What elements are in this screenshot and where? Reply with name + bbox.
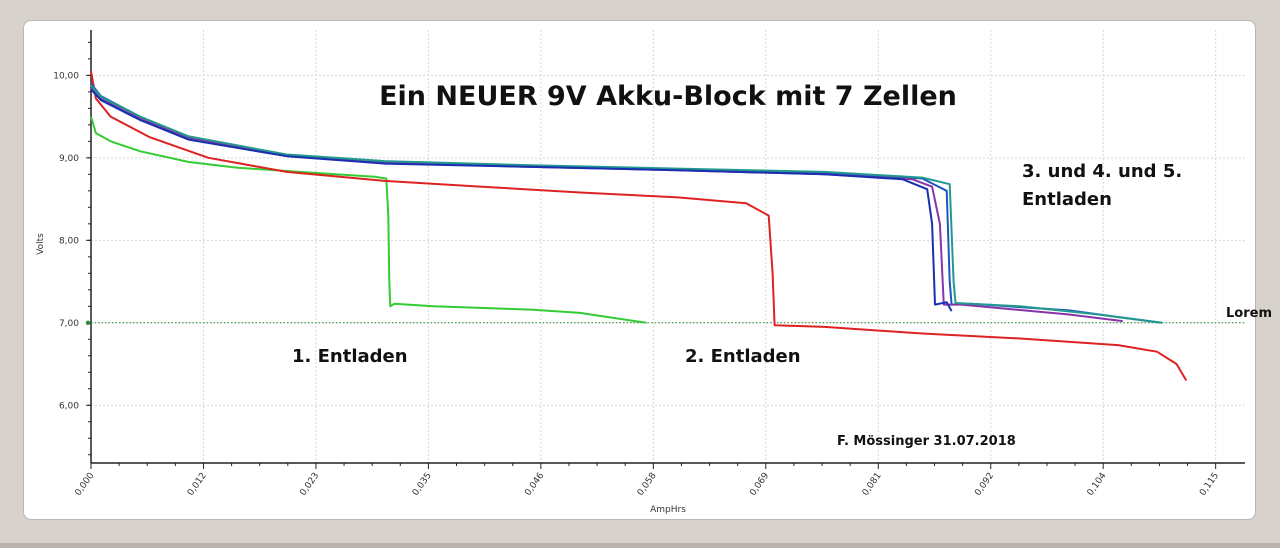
x-tick-label: 0,104 — [1086, 471, 1109, 498]
series-line-1 — [90, 116, 647, 324]
x-tick-label: 0,046 — [523, 471, 546, 498]
x-tick-label: 0,035 — [411, 471, 434, 498]
chart-frame — [23, 20, 1256, 520]
reference-line-group: Lorem — [85, 306, 1272, 325]
series-line-2 — [90, 71, 1188, 382]
x-tick-label: 0,023 — [298, 471, 321, 498]
y-axis-title: Volts — [36, 233, 46, 255]
annotation-discharge-3-5-line2: Entladen — [1022, 189, 1112, 210]
y-tick-label: 8,00 — [59, 236, 79, 246]
series-line-3 — [90, 82, 1163, 324]
annotation-discharge-3-5-line1: 3. und 4. und 5. — [1022, 161, 1182, 182]
reference-line-marker — [85, 320, 91, 325]
annotation-discharge-1: 1. Entladen — [292, 346, 408, 367]
y-tick-label: 9,00 — [59, 154, 79, 164]
window-bottom-strip — [0, 543, 1280, 548]
x-tick-label: 0,081 — [861, 471, 884, 498]
grid-lines — [91, 30, 1245, 463]
y-tick-label: 10,00 — [53, 71, 79, 81]
chart-title: Ein NEUER 9V Akku-Block mit 7 Zellen — [379, 81, 957, 112]
series-line-5 — [90, 84, 1163, 324]
x-tick-label: 0,012 — [186, 471, 209, 498]
y-tick-label: 6,00 — [59, 401, 79, 411]
x-tick-label: 0,115 — [1198, 471, 1221, 498]
axes — [90, 30, 1245, 464]
x-tick-label: 0,058 — [636, 471, 659, 498]
y-tick-label: 7,00 — [59, 319, 79, 329]
series-line-4 — [90, 87, 1123, 323]
x-axis-ticks: 0,000 0,012 0,023 0,035 0,046 0,058 0,069 0,081… — [73, 463, 1221, 498]
reference-line-label: Lorem — [1226, 306, 1272, 321]
series-line-6 — [90, 88, 953, 312]
x-axis-title: AmpHrs — [650, 505, 686, 515]
y-axis-ticks: 6,00 7,00 8,00 9,00 10,00 — [53, 41, 91, 456]
x-tick-label: 0,069 — [748, 471, 771, 498]
series-group — [90, 71, 1188, 382]
annotation-discharge-2: 2. Entladen — [685, 346, 801, 367]
author-credit: F. Mössinger 31.07.2018 — [837, 434, 1016, 449]
x-tick-label: 0,000 — [73, 471, 96, 498]
x-tick-label: 0,092 — [973, 471, 996, 498]
